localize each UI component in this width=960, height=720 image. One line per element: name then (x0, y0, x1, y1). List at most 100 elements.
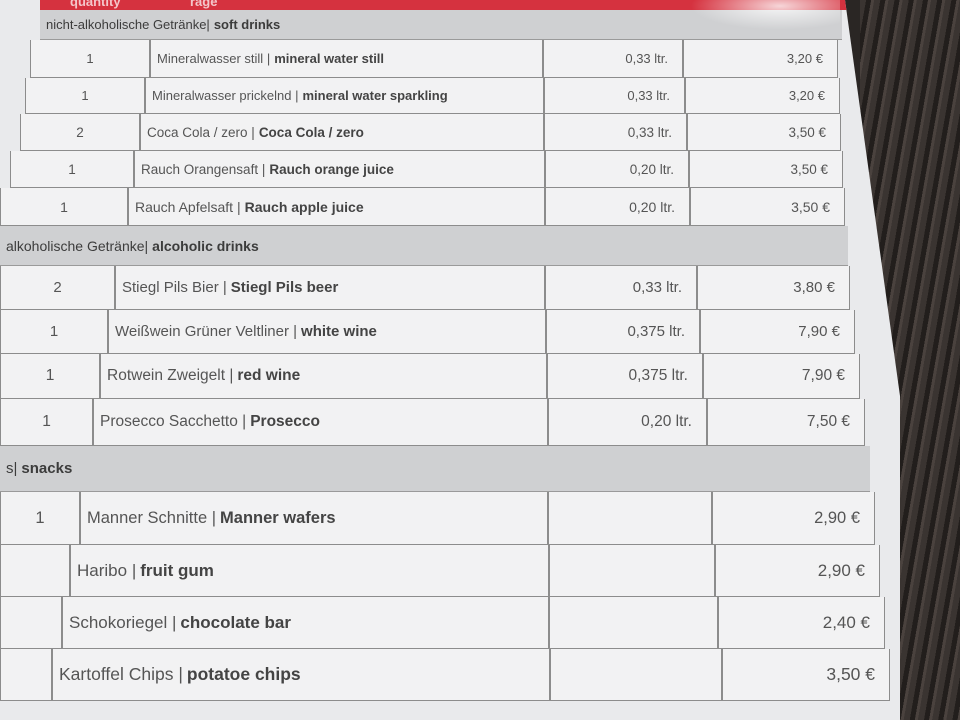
item-name-cell: Rauch Apfelsaft | Rauch apple juice (128, 188, 545, 226)
price-cell: 3,50 € (722, 649, 890, 701)
quantity-header: quantity (70, 0, 121, 9)
section-title-de: alkoholische Getränke (6, 237, 145, 254)
quantity-cell[interactable]: 1 (0, 492, 80, 545)
volume-cell: 0,33 ltr. (544, 114, 687, 151)
quantity-cell[interactable] (0, 545, 70, 597)
quantity-cell[interactable] (0, 649, 52, 701)
item-name-de: Stiegl Pils Bier (122, 279, 219, 296)
item-name-en: fruit gum (140, 560, 214, 580)
item-name-cell: Manner Schnitte | Manner wafers (80, 492, 548, 545)
item-name-de: Rauch Apfelsaft (135, 198, 234, 215)
separator: | (247, 124, 255, 140)
separator: | (237, 413, 247, 430)
quantity-cell[interactable] (0, 597, 62, 649)
volume-cell: 0,375 ltr. (546, 310, 700, 354)
item-name-en: Prosecco (250, 413, 320, 430)
price-cell: 3,50 € (690, 188, 845, 226)
item-name-cell: Haribo | fruit gum (70, 545, 549, 597)
price-cell: 3,50 € (687, 114, 841, 151)
separator: | (258, 161, 266, 177)
price-cell: 3,20 € (685, 78, 840, 114)
section-title-en: snacks (21, 460, 73, 477)
glare (690, 0, 840, 30)
quantity-cell[interactable]: 1 (0, 310, 108, 354)
separator: | (263, 51, 271, 66)
item-name-en: potatoe chips (186, 664, 301, 684)
volume-cell: 0,20 ltr. (548, 399, 707, 446)
price-cell: 3,50 € (689, 151, 843, 188)
item-name-cell: Weißwein Grüner Veltliner | white wine (108, 310, 546, 354)
separator: | (218, 279, 227, 296)
item-name-de: Manner Schnitte (87, 508, 208, 527)
item-name-en: Rauch apple juice (244, 198, 364, 215)
volume-cell: 0,20 ltr. (545, 151, 689, 188)
item-name-cell: Prosecco Sacchetto | Prosecco (93, 399, 548, 446)
volume-cell: 0,33 ltr. (543, 40, 683, 78)
item-name-cell: Stiegl Pils Bier | Stiegl Pils beer (115, 266, 545, 310)
quantity-cell[interactable]: 1 (10, 151, 134, 188)
section-header: s | snacks (0, 446, 870, 492)
separator: | (127, 560, 137, 580)
item-name-en: white wine (301, 323, 377, 340)
item-name-cell: Rauch Orangensaft | Rauch orange juice (134, 151, 545, 188)
volume-cell: 0,33 ltr. (544, 78, 685, 114)
item-name-de: Rauch Orangensaft (141, 161, 259, 177)
menu-sheet: quantity rage nicht-alkoholische Getränk… (0, 0, 900, 720)
price-cell: 7,90 € (700, 310, 855, 354)
item-name-en: mineral water sparkling (302, 88, 448, 103)
section-title-en: soft drinks (213, 17, 281, 32)
quantity-cell[interactable]: 2 (20, 114, 140, 151)
price-cell: 2,40 € (718, 597, 885, 649)
item-name-cell: Coca Cola / zero | Coca Cola / zero (140, 114, 544, 151)
item-name-en: chocolate bar (180, 612, 291, 632)
item-name-en: Manner wafers (220, 508, 336, 527)
quantity-cell[interactable]: 2 (0, 266, 115, 310)
item-name-cell: Kartoffel Chips | potatoe chips (52, 649, 550, 701)
separator: | (13, 460, 18, 477)
item-name-de: Coca Cola / zero (147, 124, 248, 140)
item-name-cell: Rotwein Zweigelt | red wine (100, 354, 547, 399)
item-name-de: Weißwein Grüner Veltliner (115, 323, 289, 340)
separator: | (173, 664, 183, 684)
separator: | (167, 612, 177, 632)
item-name-en: Coca Cola / zero (258, 124, 364, 140)
item-name-de: Prosecco Sacchetto (100, 413, 238, 430)
quantity-cell[interactable]: 1 (25, 78, 145, 114)
separator: | (233, 198, 241, 215)
item-name-de: Haribo (77, 560, 128, 580)
item-name-de: Mineralwasser still (157, 51, 264, 66)
item-name-de: Kartoffel Chips (59, 664, 174, 684)
quantity-cell[interactable]: 1 (30, 40, 150, 78)
section-title-de: nicht-alkoholische Getränke (46, 17, 207, 32)
volume-cell: 0,33 ltr. (545, 266, 697, 310)
separator: | (206, 17, 210, 32)
header-bar: quantity rage (40, 0, 850, 10)
item-name-de: Rotwein Zweigelt (107, 367, 226, 384)
section-header: alkoholische Getränke | alcoholic drinks (0, 226, 848, 266)
volume-cell: 0,20 ltr. (545, 188, 690, 226)
separator: | (291, 88, 299, 103)
quantity-cell[interactable]: 1 (0, 399, 93, 446)
item-name-cell: Mineralwasser prickelnd | mineral water s… (145, 78, 544, 114)
item-name-en: Rauch orange juice (269, 161, 394, 177)
quantity-cell[interactable]: 1 (0, 354, 100, 399)
item-name-de: Schokoriegel (69, 612, 168, 632)
separator: | (288, 323, 298, 340)
volume-cell (550, 649, 722, 701)
item-name-en: Stiegl Pils beer (230, 279, 339, 296)
volume-cell: 0,375 ltr. (547, 354, 703, 399)
price-cell: 3,80 € (697, 266, 850, 310)
item-name-cell: Schokoriegel | chocolate bar (62, 597, 549, 649)
price-cell: 7,50 € (707, 399, 865, 446)
section-title-en: alcoholic drinks (152, 237, 259, 254)
item-name-en: red wine (237, 367, 301, 384)
partial-header: rage (190, 0, 218, 9)
separator: | (225, 367, 234, 384)
separator: | (144, 237, 149, 254)
volume-cell (549, 597, 718, 649)
section-title-de: s (6, 460, 14, 477)
price-cell: 2,90 € (712, 492, 875, 545)
price-cell: 3,20 € (683, 40, 838, 78)
item-name-cell: Mineralwasser still | mineral water still (150, 40, 543, 78)
quantity-cell[interactable]: 1 (0, 188, 128, 226)
